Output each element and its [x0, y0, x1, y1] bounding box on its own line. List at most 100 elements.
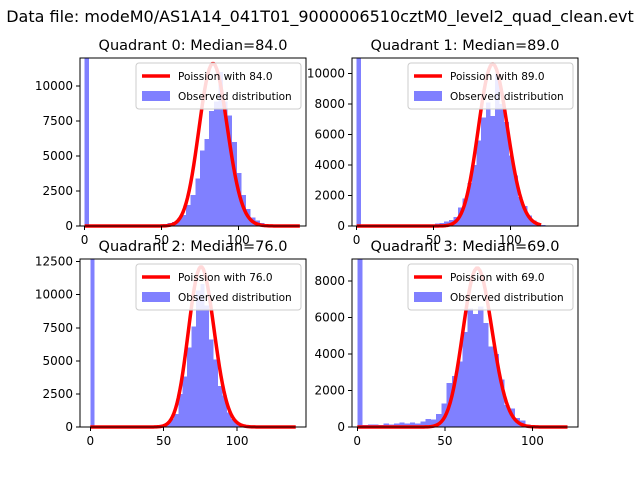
y-tick-label: 2500: [42, 184, 73, 198]
histogram-bar: [493, 353, 500, 427]
histogram-bar: [462, 332, 468, 427]
histogram-bar: [199, 150, 205, 226]
legend-label-poisson: Poission with 69.0: [450, 272, 545, 284]
x-tick-label: 50: [426, 233, 441, 247]
histogram-bar: [485, 102, 491, 226]
legend-label-poisson: Poission with 76.0: [178, 272, 273, 284]
histogram-bar: [504, 122, 509, 226]
legend-label-observed: Observed distribution: [178, 91, 292, 103]
legend-label-poisson: Poission with 84.0: [178, 71, 273, 83]
suptitle: Data file: modeM0/AS1A14_041T01_90000065…: [6, 7, 634, 27]
histogram-bar: [499, 379, 505, 427]
histogram-bar: [195, 290, 201, 427]
histogram-bar: [430, 419, 437, 427]
y-tick-label: 8000: [314, 97, 345, 111]
observed-bars: [356, 58, 546, 226]
legend: Poission with 76.0 Observed distribution: [135, 263, 302, 311]
histogram-bar: [173, 413, 179, 427]
histogram-bar: [499, 103, 505, 226]
y-tick-label: 4000: [314, 347, 345, 361]
histogram-bar: [483, 322, 489, 427]
y-tick-label: 0: [337, 420, 345, 434]
legend-bar-swatch: [142, 91, 170, 101]
y-tick-label: 2000: [314, 383, 345, 397]
histogram-bar: [169, 418, 174, 427]
histogram-bar: [209, 111, 214, 226]
y-tick-label: 4000: [314, 158, 345, 172]
histogram-bar: [213, 359, 218, 427]
histogram-bar: [227, 115, 233, 226]
histogram-bar: [399, 422, 405, 427]
y-tick-label: 10000: [307, 66, 345, 80]
histogram-bar: [226, 412, 232, 427]
y-tick-label: 6000: [314, 127, 345, 141]
histogram-bar: [478, 306, 484, 427]
histogram-bar: [187, 347, 192, 427]
histogram-bar: [415, 423, 421, 427]
subplot-title: Quadrant 2: Median=76.0: [99, 239, 288, 255]
histogram-bar: [436, 414, 442, 427]
y-tick-label: 7500: [42, 321, 73, 335]
histogram-bar: [394, 423, 400, 427]
y-tick-label: 2000: [314, 188, 345, 202]
histogram-bar: [222, 395, 227, 427]
histogram-bar: [457, 361, 463, 427]
y-tick-label: 8000: [314, 274, 345, 288]
x-tick-label: 0: [86, 434, 94, 448]
subplot-quadrant-3: 0 50 100 0 2000 4000 6000 8000 Quadrant 3: Media…: [314, 239, 579, 448]
y-tick-label: 0: [65, 219, 73, 233]
x-tick-label: 100: [499, 233, 522, 247]
legend-frame: [407, 62, 574, 110]
legend: Poission with 69.0 Observed distribution: [407, 263, 574, 311]
x-tick-label: 100: [521, 434, 544, 448]
histogram-bar: [209, 339, 214, 427]
histogram-bar: [200, 284, 205, 427]
y-tick-label: 6000: [314, 310, 345, 324]
histogram-bar: [204, 139, 210, 226]
axes-frame: [79, 258, 307, 428]
histogram-bar: [204, 305, 210, 427]
legend-label-poisson: Poission with 89.0: [450, 71, 545, 83]
histogram-bar: [217, 385, 223, 427]
histogram-bar: [518, 196, 523, 226]
histogram-bar: [462, 198, 468, 226]
histogram-bar: [213, 101, 219, 226]
y-tick-label: 7500: [42, 114, 73, 128]
histogram-bar: [90, 259, 95, 427]
x-tick-label: 100: [226, 434, 249, 448]
legend-bar-swatch: [142, 292, 170, 302]
legend-label-observed: Observed distribution: [450, 292, 564, 304]
histogram-bar: [222, 101, 228, 226]
y-tick-label: 0: [65, 420, 73, 434]
histogram-bar: [383, 423, 389, 427]
histogram-bar: [490, 116, 495, 226]
subplot-quadrant-1: 0 50 100 0 2000 4000 6000 8000 10000 Quadrant 1: …: [307, 38, 579, 247]
x-tick-label: 50: [437, 434, 452, 448]
subplot-title: Quadrant 0: Median=84.0: [99, 38, 288, 54]
histogram-bar: [488, 346, 494, 427]
histogram-bar: [522, 206, 528, 226]
y-tick-label: 10000: [35, 79, 73, 93]
histogram-bar: [182, 376, 188, 427]
subplot-quadrant-2: 0 50 100 0 2500 5000 7500 10000 12500 Quadrant 2:…: [35, 239, 307, 448]
x-tick-label: 100: [227, 233, 250, 247]
x-tick-label: 50: [154, 233, 169, 247]
histogram-bar: [513, 175, 519, 226]
subplot-title: Quadrant 3: Median=69.0: [371, 239, 560, 255]
histogram-bar: [356, 58, 362, 226]
histogram-bar: [404, 423, 410, 427]
histogram-bar: [84, 58, 90, 226]
histogram-bar: [357, 259, 363, 427]
axes-frame: [79, 57, 307, 227]
histogram-bar: [425, 418, 431, 427]
legend-frame: [407, 263, 574, 311]
histogram-bar: [481, 117, 486, 226]
axes-frame: [351, 57, 579, 227]
x-tick-label: 50: [156, 434, 171, 448]
histogram-bar: [476, 140, 482, 226]
histogram-bar: [504, 405, 510, 427]
legend-bar-swatch: [414, 91, 442, 101]
histogram-bar: [218, 72, 223, 226]
histogram-bar: [178, 393, 183, 427]
